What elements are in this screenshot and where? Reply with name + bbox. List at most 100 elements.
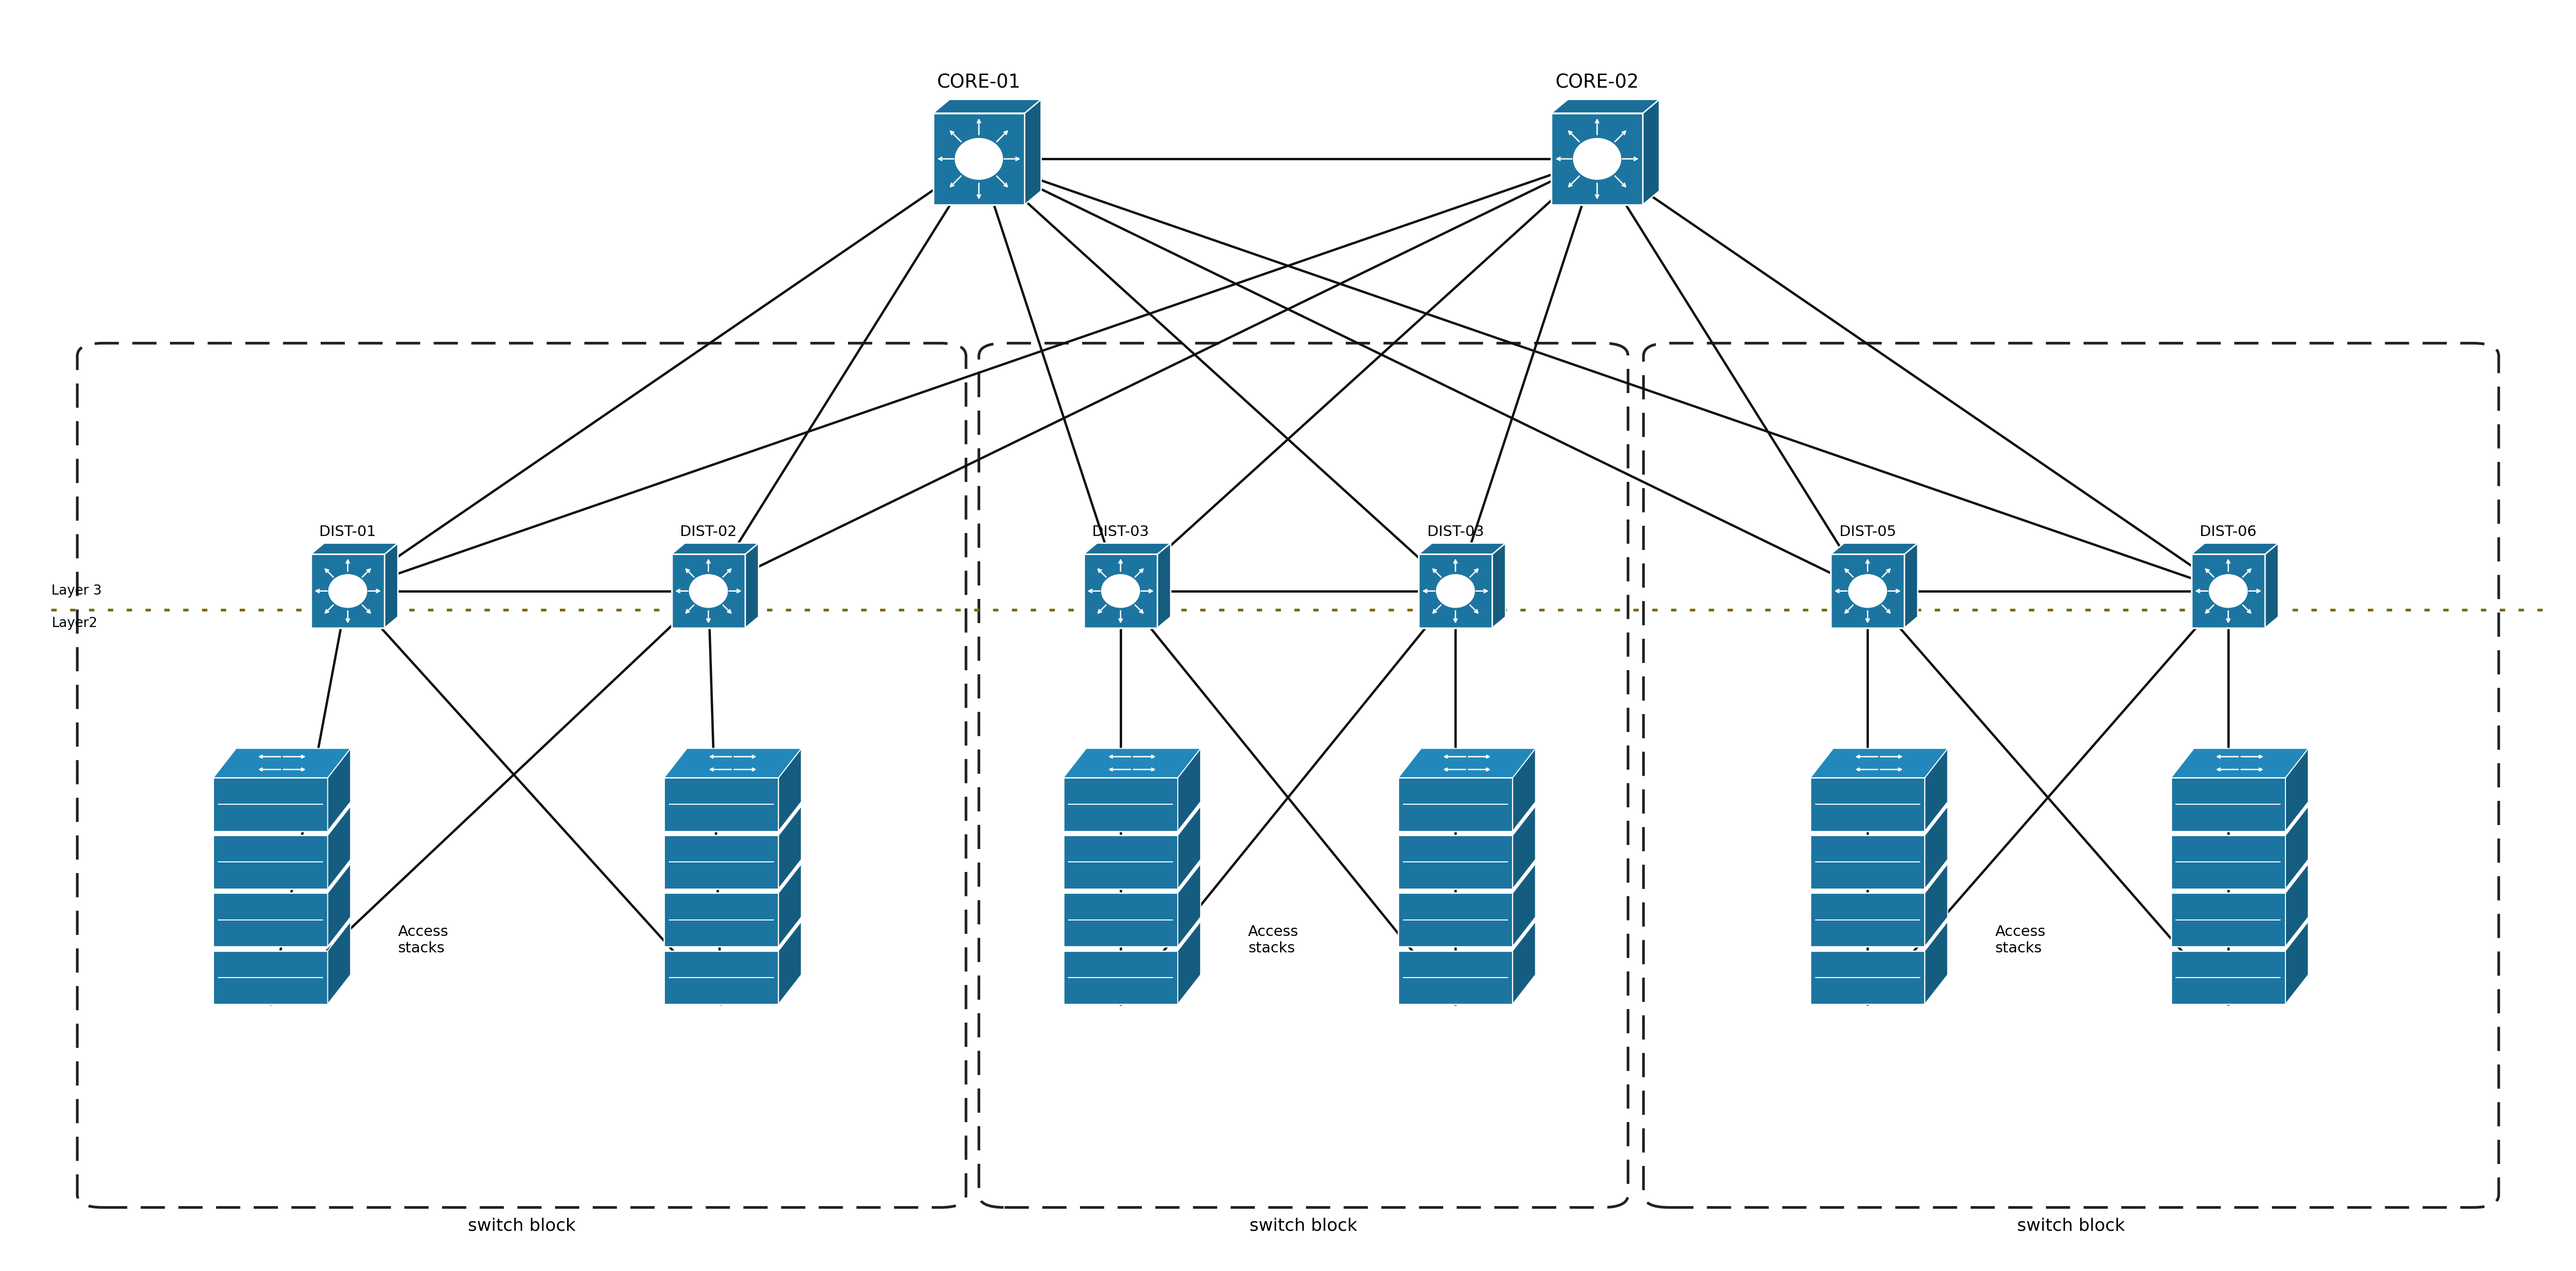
Polygon shape xyxy=(933,113,1025,205)
Text: Layer2: Layer2 xyxy=(52,616,98,630)
Polygon shape xyxy=(1551,113,1643,205)
Polygon shape xyxy=(312,554,384,628)
Polygon shape xyxy=(1399,951,1512,1004)
Polygon shape xyxy=(1811,778,1924,831)
Text: Access
stacks: Access stacks xyxy=(397,925,448,956)
Polygon shape xyxy=(2172,951,2285,1004)
Polygon shape xyxy=(2285,749,2308,831)
Polygon shape xyxy=(327,806,350,888)
Polygon shape xyxy=(665,835,778,888)
Polygon shape xyxy=(1177,864,1200,947)
Polygon shape xyxy=(1832,554,1904,628)
Polygon shape xyxy=(1177,921,1200,1004)
Polygon shape xyxy=(1064,894,1177,947)
Polygon shape xyxy=(1924,749,1947,831)
Polygon shape xyxy=(665,778,778,831)
Polygon shape xyxy=(1832,543,1917,554)
Polygon shape xyxy=(327,749,350,831)
Polygon shape xyxy=(1512,749,1535,831)
Polygon shape xyxy=(665,951,778,1004)
Polygon shape xyxy=(1025,99,1041,205)
Polygon shape xyxy=(1551,99,1659,113)
Text: DIST-01: DIST-01 xyxy=(319,525,376,539)
Ellipse shape xyxy=(2210,574,2246,608)
Polygon shape xyxy=(672,554,744,628)
Polygon shape xyxy=(1924,921,1947,1004)
Text: DIST-06: DIST-06 xyxy=(2200,525,2257,539)
Polygon shape xyxy=(312,543,397,554)
Polygon shape xyxy=(1924,864,1947,947)
Polygon shape xyxy=(1064,778,1177,831)
Polygon shape xyxy=(1419,554,1492,628)
Polygon shape xyxy=(778,806,801,888)
Polygon shape xyxy=(214,835,327,888)
Polygon shape xyxy=(1399,835,1512,888)
Polygon shape xyxy=(1399,778,1512,831)
Ellipse shape xyxy=(1574,139,1620,179)
Polygon shape xyxy=(1643,99,1659,205)
Text: DIST-05: DIST-05 xyxy=(1839,525,1896,539)
Polygon shape xyxy=(1904,543,1917,628)
Ellipse shape xyxy=(1103,574,1139,608)
Polygon shape xyxy=(1492,543,1504,628)
Polygon shape xyxy=(327,864,350,947)
Polygon shape xyxy=(214,749,350,778)
Polygon shape xyxy=(2285,921,2308,1004)
Polygon shape xyxy=(214,951,327,1004)
Polygon shape xyxy=(1811,835,1924,888)
Text: switch block: switch block xyxy=(1249,1218,1358,1234)
Polygon shape xyxy=(2172,778,2285,831)
Text: DIST-03: DIST-03 xyxy=(1427,525,1484,539)
Polygon shape xyxy=(1064,951,1177,1004)
Polygon shape xyxy=(2264,543,2277,628)
Text: switch block: switch block xyxy=(469,1218,574,1234)
Polygon shape xyxy=(2172,749,2308,778)
Polygon shape xyxy=(1512,921,1535,1004)
Polygon shape xyxy=(1177,749,1200,831)
Polygon shape xyxy=(1084,554,1157,628)
Polygon shape xyxy=(1084,543,1170,554)
Ellipse shape xyxy=(1437,574,1473,608)
Polygon shape xyxy=(1157,543,1170,628)
Polygon shape xyxy=(1811,894,1924,947)
Ellipse shape xyxy=(690,574,726,608)
Polygon shape xyxy=(1512,806,1535,888)
Polygon shape xyxy=(1419,543,1504,554)
Text: CORE-01: CORE-01 xyxy=(938,74,1020,92)
Polygon shape xyxy=(778,921,801,1004)
Polygon shape xyxy=(1811,951,1924,1004)
Ellipse shape xyxy=(330,574,366,608)
Text: switch block: switch block xyxy=(2017,1218,2125,1234)
Polygon shape xyxy=(778,864,801,947)
Text: DIST-03: DIST-03 xyxy=(1092,525,1149,539)
Polygon shape xyxy=(665,749,801,778)
Polygon shape xyxy=(2192,543,2277,554)
Text: Access
stacks: Access stacks xyxy=(1247,925,1298,956)
Polygon shape xyxy=(1177,806,1200,888)
Polygon shape xyxy=(2192,554,2264,628)
Text: Access
stacks: Access stacks xyxy=(1994,925,2045,956)
Text: Layer 3: Layer 3 xyxy=(52,583,103,597)
Polygon shape xyxy=(1924,806,1947,888)
Polygon shape xyxy=(214,778,327,831)
Polygon shape xyxy=(778,749,801,831)
Text: DIST-02: DIST-02 xyxy=(680,525,737,539)
Polygon shape xyxy=(384,543,397,628)
Polygon shape xyxy=(744,543,757,628)
Polygon shape xyxy=(1399,749,1535,778)
Polygon shape xyxy=(327,921,350,1004)
Polygon shape xyxy=(2172,894,2285,947)
Ellipse shape xyxy=(956,139,1002,179)
Polygon shape xyxy=(214,894,327,947)
Polygon shape xyxy=(1064,749,1200,778)
Polygon shape xyxy=(2285,806,2308,888)
Polygon shape xyxy=(1512,864,1535,947)
Polygon shape xyxy=(2285,864,2308,947)
Polygon shape xyxy=(672,543,757,554)
Polygon shape xyxy=(933,99,1041,113)
Polygon shape xyxy=(665,894,778,947)
Polygon shape xyxy=(1811,749,1947,778)
Ellipse shape xyxy=(1850,574,1886,608)
Polygon shape xyxy=(1399,894,1512,947)
Text: CORE-02: CORE-02 xyxy=(1556,74,1638,92)
